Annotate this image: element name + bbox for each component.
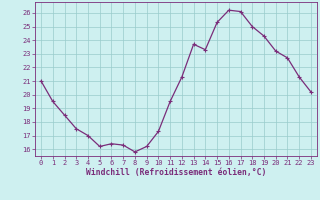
X-axis label: Windchill (Refroidissement éolien,°C): Windchill (Refroidissement éolien,°C) [86,168,266,177]
